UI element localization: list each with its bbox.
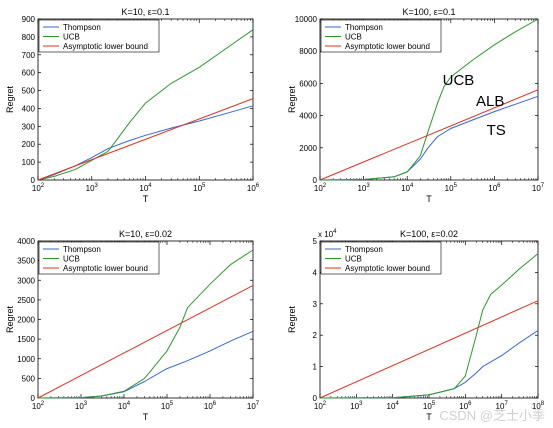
y-tick-label: 5 [313, 237, 318, 246]
chart-title: K=100, ε=0.1 [402, 7, 455, 17]
y-tick-label: 300 [22, 122, 36, 131]
chart-panel-1: K=10, ε=0.1 0 100 200 300 400 500 600 700 800 900 1… [5, 7, 260, 204]
x-tick-label: 104 [387, 401, 400, 411]
x-tick-label: 102 [314, 401, 327, 411]
y-tick-label: 400 [22, 104, 36, 113]
series-line-asymptotic-lower-bound [37, 284, 254, 399]
y-tick-label: 4000 [17, 237, 35, 246]
x-axis-label: T [426, 194, 432, 204]
x-tick-label: 106 [247, 183, 260, 193]
y-tick-label: 2500 [17, 296, 35, 305]
series-line-asymptotic-lower-bound [319, 300, 539, 399]
series-line-ucb [319, 18, 539, 181]
y-tick-label: 3 [313, 300, 318, 309]
y-tick-label: 0 [313, 394, 318, 403]
y-tick-label: 2000 [17, 316, 35, 325]
y-tick-label: 1500 [17, 335, 35, 344]
y-tick-label: 500 [22, 374, 36, 383]
y-tick-label: 3500 [17, 257, 35, 266]
x-tick-label: 104 [139, 183, 152, 193]
x-tick-label: 103 [86, 183, 99, 193]
watermark: CSDN @芝士小季 [439, 408, 545, 423]
x-axis-label: T [143, 412, 149, 422]
y-axis-label: Regret [287, 85, 297, 113]
chart-panel-4: K=100, ε=0.02 0 1 2 3 4 5 102 103 104 105 106 107 108… [287, 229, 545, 422]
y-tick-label: 700 [22, 51, 36, 60]
y-tick-label: 2 [313, 331, 318, 340]
legend-entry-label: UCB [345, 255, 362, 264]
series-line-ucb [37, 29, 254, 181]
legend-entry-label: Thompson [63, 23, 101, 32]
x-axis-label: T [426, 412, 432, 422]
y-tick-label: 0 [31, 176, 36, 185]
legend-entry-label: Asymptotic lower bound [63, 264, 148, 273]
y-tick-label: 100 [22, 158, 36, 167]
legend-entry-label: UCB [345, 33, 362, 42]
series-line-asymptotic-lower-bound [319, 89, 539, 181]
x-tick-label: 105 [193, 183, 206, 193]
chart-annotation: ALB [476, 93, 504, 110]
x-tick-label: 102 [32, 401, 45, 411]
x-tick-label: 103 [75, 401, 88, 411]
series-line-ucb [37, 249, 254, 399]
x-tick-label: 103 [350, 401, 363, 411]
x-tick-label: 104 [118, 401, 131, 411]
legend-entry-label: UCB [63, 255, 80, 264]
series-line-ucb [319, 253, 539, 399]
x-tick-label: 103 [357, 183, 370, 193]
y-tick-label: 600 [22, 69, 36, 78]
y-tick-label: 1000 [17, 355, 35, 364]
legend-entry-label: Thompson [345, 23, 383, 32]
x-tick-label: 108 [532, 401, 545, 411]
y-tick-label: 3000 [17, 276, 35, 285]
y-tick-label: 8000 [299, 47, 317, 56]
y-tick-label: 900 [22, 15, 36, 24]
y-tick-label: 10000 [295, 15, 318, 24]
legend-entry-label: Asymptotic lower bound [345, 264, 430, 273]
y-tick-label: 6000 [299, 79, 317, 88]
x-tick-label: 105 [423, 401, 436, 411]
chart-title: K=10, ε=0.1 [121, 7, 169, 17]
x-tick-label: 106 [204, 401, 217, 411]
y-tick-label: 0 [313, 176, 318, 185]
chart-title: K=100, ε=0.02 [400, 229, 458, 239]
y-tick-label: 2000 [299, 144, 317, 153]
y-tick-label: 200 [22, 140, 36, 149]
chart-panel-3: K=10, ε=0.02 0 500 1000 1500 2000 2500 3000 3500… [5, 229, 260, 422]
chart-annotation: UCB [443, 72, 475, 89]
chart-title: K=10, ε=0.02 [119, 229, 172, 239]
chart-panel-2: K=100, ε=0.1 0 2000 4000 6000 8000 10000 102 103… [287, 7, 545, 204]
x-tick-label: 105 [161, 401, 174, 411]
legend-entry-label: Thompson [63, 245, 101, 254]
x-axis-label: T [143, 194, 149, 204]
x-tick-label: 102 [314, 183, 327, 193]
x-tick-label: 107 [247, 401, 260, 411]
y-axis-label: Regret [287, 305, 297, 333]
x-tick-label: 106 [459, 401, 472, 411]
series-line-asymptotic-lower-bound [37, 98, 254, 181]
x-tick-label: 104 [401, 183, 414, 193]
y-tick-label: 800 [22, 33, 36, 42]
chart-annotation: TS [487, 122, 506, 139]
y-tick-label: 500 [22, 87, 36, 96]
legend-entry-label: Asymptotic lower bound [345, 42, 430, 51]
x-tick-label: 102 [32, 183, 45, 193]
legend-entry-label: Thompson [345, 245, 383, 254]
x-tick-label: 106 [488, 183, 501, 193]
y-tick-label: 4 [313, 268, 318, 277]
x-tick-label: 107 [532, 183, 545, 193]
legend-entry-label: Asymptotic lower bound [63, 42, 148, 51]
y-axis-label: Regret [5, 305, 15, 333]
legend-entry-label: UCB [63, 33, 80, 42]
x-tick-label: 105 [445, 183, 458, 193]
y-axis-label: Regret [5, 85, 15, 113]
y-tick-label: 1 [313, 363, 318, 372]
x-tick-label: 107 [496, 401, 509, 411]
y-tick-label: 4000 [299, 112, 317, 121]
y-tick-label: 0 [31, 394, 36, 403]
y-multiplier: x 104 [318, 229, 337, 239]
